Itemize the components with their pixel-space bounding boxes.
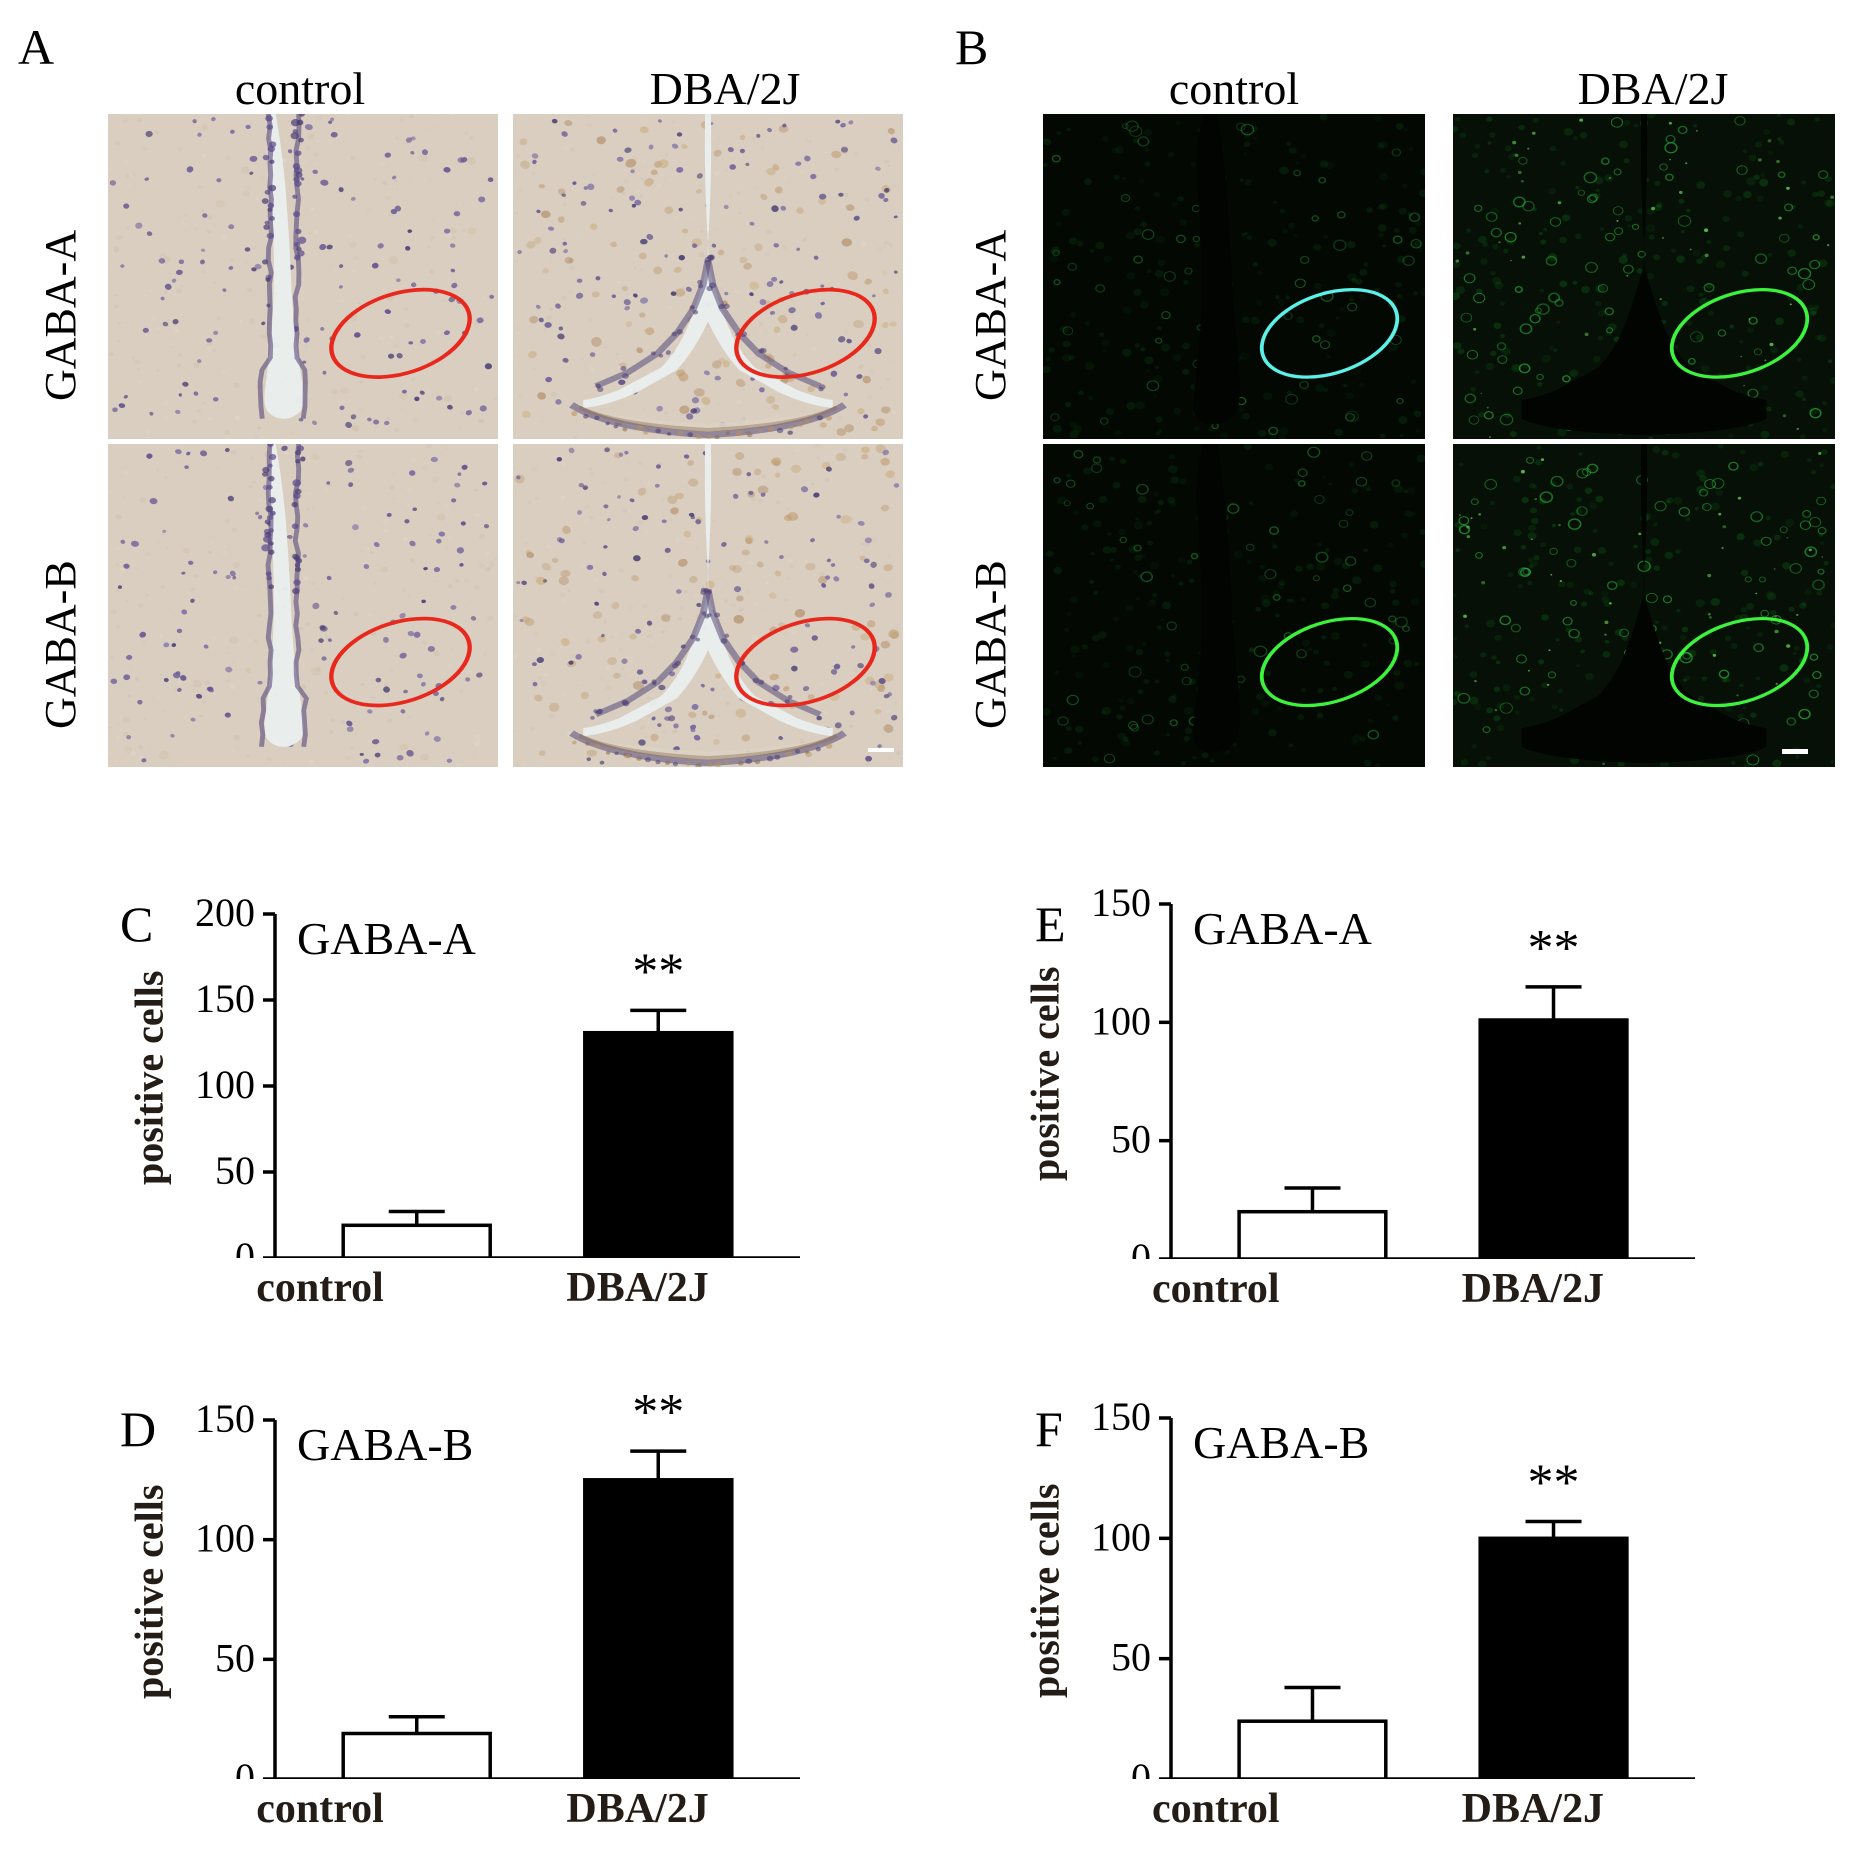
svg-text:**: **: [632, 943, 684, 1000]
svg-text:100: 100: [1091, 1514, 1151, 1559]
svg-text:0: 0: [235, 1234, 255, 1258]
svg-text:**: **: [1528, 1454, 1580, 1511]
svg-text:0: 0: [235, 1755, 255, 1779]
svg-text:50: 50: [1111, 1117, 1151, 1162]
svg-text:150: 150: [1091, 880, 1151, 925]
svg-text:150: 150: [1091, 1394, 1151, 1439]
svg-text:**: **: [632, 1384, 684, 1441]
svg-text:200: 200: [195, 890, 255, 935]
svg-text:100: 100: [195, 1516, 255, 1561]
svg-text:GABA-B: GABA-B: [297, 1419, 473, 1470]
svg-text:GABA-B: GABA-B: [1193, 1417, 1369, 1468]
svg-text:100: 100: [1091, 998, 1151, 1043]
svg-text:100: 100: [195, 1062, 255, 1107]
svg-text:50: 50: [215, 1635, 255, 1680]
svg-text:0: 0: [1131, 1755, 1151, 1779]
svg-text:GABA-A: GABA-A: [297, 913, 476, 964]
svg-text:50: 50: [215, 1148, 255, 1193]
svg-text:**: **: [1528, 920, 1580, 977]
svg-text:150: 150: [195, 976, 255, 1021]
svg-text:50: 50: [1111, 1635, 1151, 1680]
svg-text:150: 150: [195, 1396, 255, 1441]
svg-text:0: 0: [1131, 1235, 1151, 1259]
svg-text:GABA-A: GABA-A: [1193, 903, 1372, 954]
